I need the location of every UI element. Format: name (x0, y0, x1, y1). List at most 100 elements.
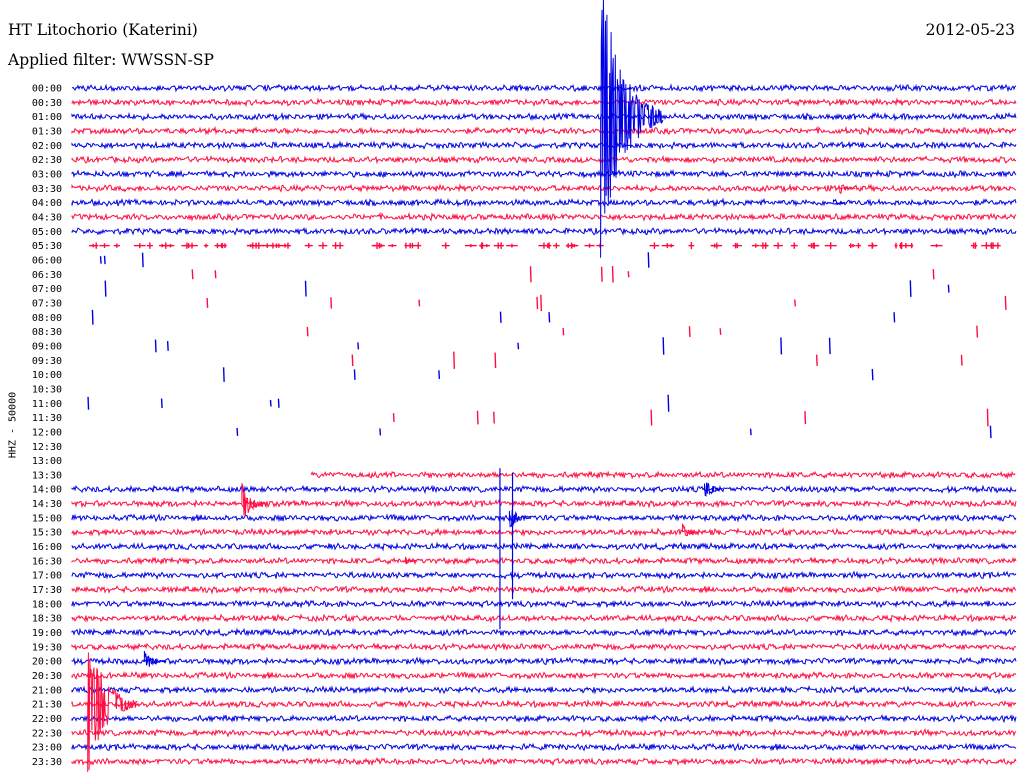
row-time-label: 12:30 (32, 442, 62, 453)
trace-line-0130 (71, 125, 1017, 136)
row-time-label: 18:30 (32, 614, 62, 625)
row-time-label: 02:00 (32, 141, 62, 152)
event-burst-0400 (832, 198, 846, 206)
date-label: 2012-05-23 (925, 21, 1015, 39)
trace-segments-0930 (351, 351, 963, 369)
row-time-label: 22:30 (32, 728, 62, 739)
event-burst-1530 (681, 523, 699, 537)
trace-line-2130 (71, 699, 1017, 710)
row-time-label: 19:00 (32, 628, 62, 639)
row-time-label: 12:00 (32, 427, 62, 438)
row-time-label: 00:30 (32, 98, 62, 109)
row-time-label: 21:00 (32, 685, 62, 696)
event-burst-1400 (703, 482, 723, 497)
trace-segments-0730 (206, 294, 1007, 312)
row-time-label: 13:30 (32, 470, 62, 481)
row-time-label: 10:30 (32, 384, 62, 395)
trace-line-0030 (71, 97, 1017, 108)
row-time-label: 00:00 (32, 84, 62, 95)
trace-line-1830 (71, 613, 1017, 624)
trace-line-0230 (71, 154, 1017, 165)
trace-segments-0530 (88, 242, 1001, 250)
trace-segments-0600 (99, 252, 650, 268)
trace-line-0200 (71, 140, 1017, 151)
trace-line-0500 (71, 226, 1017, 237)
trace-line-1330 (310, 470, 1016, 480)
row-time-label: 19:30 (32, 642, 62, 653)
row-time-label: 14:30 (32, 499, 62, 510)
trace-line-2230 (71, 728, 1017, 738)
row-time-label: 03:30 (32, 184, 62, 195)
row-time-label: 16:00 (32, 542, 62, 553)
row-time-label: 17:00 (32, 571, 62, 582)
row-time-label: 06:30 (32, 270, 62, 281)
trace-line-2330 (71, 756, 1017, 767)
trace-segments-0900 (154, 337, 831, 355)
trace-line-1430 (71, 498, 1017, 509)
trace-line-1530 (71, 527, 1017, 538)
row-time-label: 18:00 (32, 599, 62, 610)
trace-line-1900 (71, 627, 1017, 637)
trace-line-0400 (71, 197, 1017, 208)
trace-line-1930 (71, 642, 1017, 652)
event-burst-1630 (404, 556, 418, 565)
row-time-label: 04:00 (32, 198, 62, 209)
row-time-label: 04:30 (32, 212, 62, 223)
row-time-label: 13:00 (32, 456, 62, 467)
trace-line-2200 (71, 713, 1017, 724)
row-time-label: 23:30 (32, 757, 62, 768)
row-time-label: 15:30 (32, 528, 62, 539)
row-time-label: 01:30 (32, 126, 62, 137)
trace-line-2300 (71, 742, 1017, 753)
trace-line-2100 (71, 684, 1017, 695)
trace-line-0330 (71, 183, 1017, 194)
trace-line-0430 (71, 211, 1017, 222)
row-time-label: 05:00 (32, 227, 62, 238)
row-time-label: 08:00 (32, 313, 62, 324)
row-time-label: 23:00 (32, 743, 62, 754)
trace-line-1600 (71, 541, 1017, 552)
trace-segments-1000 (222, 367, 874, 382)
row-time-label: 11:00 (32, 399, 62, 410)
trace-segments-0830 (306, 325, 979, 338)
trace-line-1700 (71, 570, 1017, 581)
row-time-label: 17:30 (32, 585, 62, 596)
trace-line-2030 (71, 670, 1017, 681)
row-time-label: 02:30 (32, 155, 62, 166)
trace-line-1730 (71, 584, 1017, 595)
trace-segments-0800 (91, 309, 896, 325)
trace-line-1400 (71, 484, 1017, 495)
row-time-label: 14:00 (32, 485, 62, 496)
event-burst-2130 (87, 652, 138, 773)
row-time-label: 15:00 (32, 513, 62, 524)
trace-segments-1100 (87, 394, 670, 412)
row-time-label: 03:00 (32, 169, 62, 180)
event-burst-1430 (241, 483, 267, 517)
row-time-label: 09:00 (32, 341, 62, 352)
row-time-label: 06:00 (32, 255, 62, 266)
row-time-label: 07:00 (32, 284, 62, 295)
row-time-label: 01:00 (32, 112, 62, 123)
trace-line-1800 (71, 599, 1017, 609)
row-time-label: 08:30 (32, 327, 62, 338)
trace-line-0300 (71, 168, 1017, 179)
trace-segments-1200 (236, 425, 992, 439)
row-time-label: 11:30 (32, 413, 62, 424)
trace-line-2000 (71, 656, 1017, 667)
station-title: HT Litochorio (Katerini) (8, 21, 198, 39)
row-time-label: 20:00 (32, 657, 62, 668)
event-burst-0330 (839, 184, 856, 195)
row-time-label: 09:30 (32, 356, 62, 367)
trace-segments-0700 (104, 280, 950, 297)
row-time-label: 16:30 (32, 556, 62, 567)
trace-line-0000 (71, 83, 1017, 93)
trace-line-0100 (71, 111, 1017, 122)
row-time-label: 10:00 (32, 370, 62, 381)
event-burst-2000 (143, 651, 167, 667)
trace-line-1500 (71, 513, 1017, 523)
event-burst-0100 (600, 0, 664, 258)
row-time-label: 20:30 (32, 671, 62, 682)
trace-segments-0630 (191, 266, 935, 283)
row-time-label: 07:30 (32, 298, 62, 309)
